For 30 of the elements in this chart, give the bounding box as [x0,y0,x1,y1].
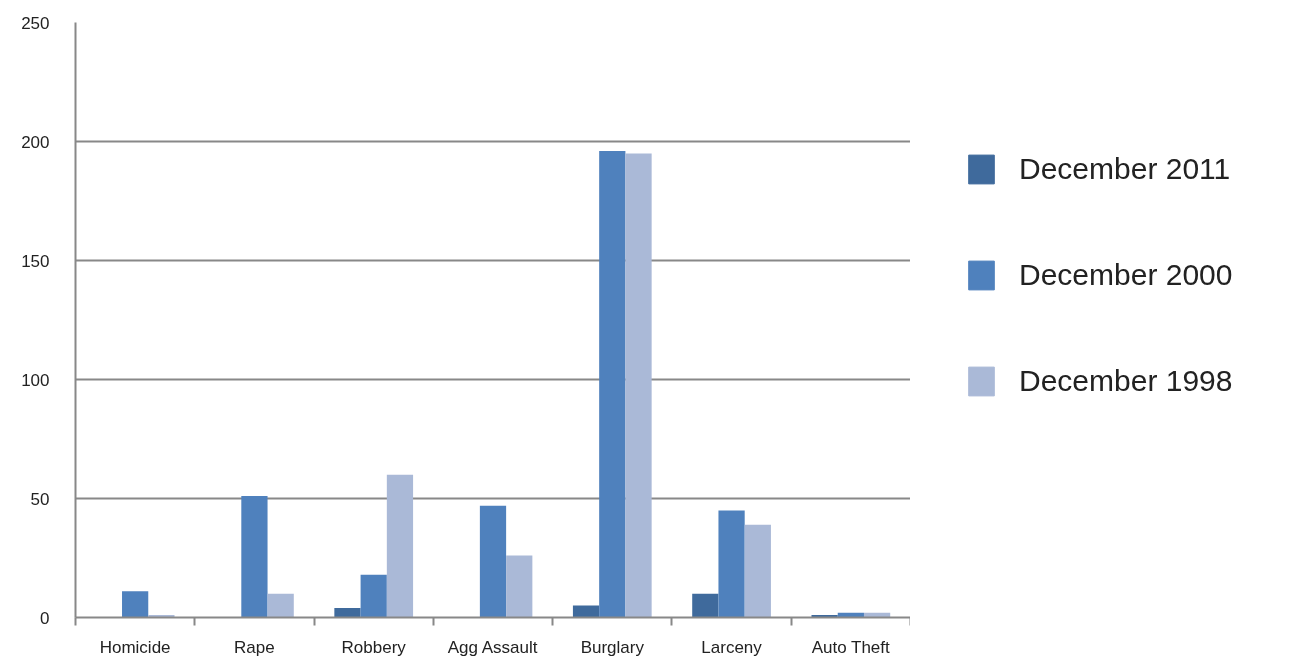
bar [386,474,414,618]
y-tick-label: 200 [21,132,50,152]
x-tick-label: Robbery [341,637,407,657]
y-tick-label: 250 [21,13,50,33]
bar [625,153,652,618]
bar [241,496,268,618]
bar [360,574,387,618]
legend-label: December 1998 [1019,364,1233,398]
bar [572,605,600,618]
y-tick-label: 150 [21,251,50,271]
legend-label: December 2011 [1019,152,1231,186]
bar [718,510,745,618]
x-tick-label: Rape [234,637,275,657]
bar [122,591,149,618]
bar [692,593,719,618]
bar [479,505,507,618]
bar [334,607,361,618]
x-tick-label: Homicide [99,637,171,657]
bar [599,151,626,618]
bar [267,593,294,618]
y-tick-label: 100 [21,370,50,390]
x-tick-label: Larceny [701,637,763,657]
bar [506,555,533,618]
y-tick-label: 0 [40,608,50,628]
x-tick-label: Auto Theft [811,637,891,657]
legend-label: December 2000 [1019,258,1233,292]
x-tick-label: Burglary [580,637,645,657]
bar [744,524,771,618]
x-tick-label: Agg Assault [447,637,538,657]
y-tick-label: 50 [30,489,50,509]
